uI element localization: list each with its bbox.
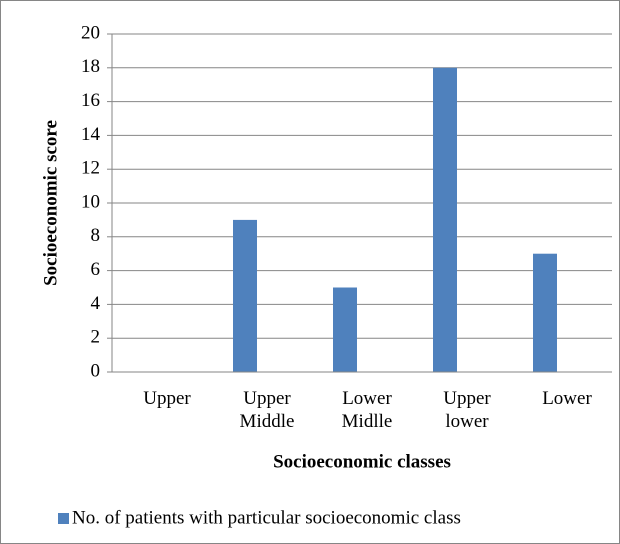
legend-label: No. of patients with particular socioeco… xyxy=(72,507,461,528)
bar xyxy=(233,219,257,372)
x-tick-label: Upper xyxy=(143,388,191,409)
y-tick-label: 4 xyxy=(91,293,101,314)
y-tick-label: 2 xyxy=(91,327,101,348)
bar xyxy=(533,253,557,372)
x-tick-label: Lower Midlle xyxy=(342,388,393,432)
y-tick-label: 18 xyxy=(81,56,100,77)
y-tick-label: 14 xyxy=(81,124,101,145)
legend-swatch xyxy=(58,513,69,524)
x-axis-title: Socioeconomic classes xyxy=(273,451,451,472)
bar xyxy=(333,287,357,372)
x-tick-label: Lower xyxy=(542,388,592,409)
x-tick-label: Upper Middle xyxy=(240,388,295,432)
y-tick-label: 6 xyxy=(91,259,101,280)
y-tick-label: 12 xyxy=(81,158,100,179)
y-tick-label: 8 xyxy=(91,225,101,246)
x-tick-label: Upper lower xyxy=(443,388,491,432)
y-tick-label: 16 xyxy=(81,90,100,111)
y-tick-label: 10 xyxy=(81,191,100,212)
y-axis-title: Socioeconomic score xyxy=(40,120,61,286)
y-tick-label: 0 xyxy=(91,360,101,381)
y-tick-label: 20 xyxy=(81,22,100,43)
bar xyxy=(433,67,457,373)
